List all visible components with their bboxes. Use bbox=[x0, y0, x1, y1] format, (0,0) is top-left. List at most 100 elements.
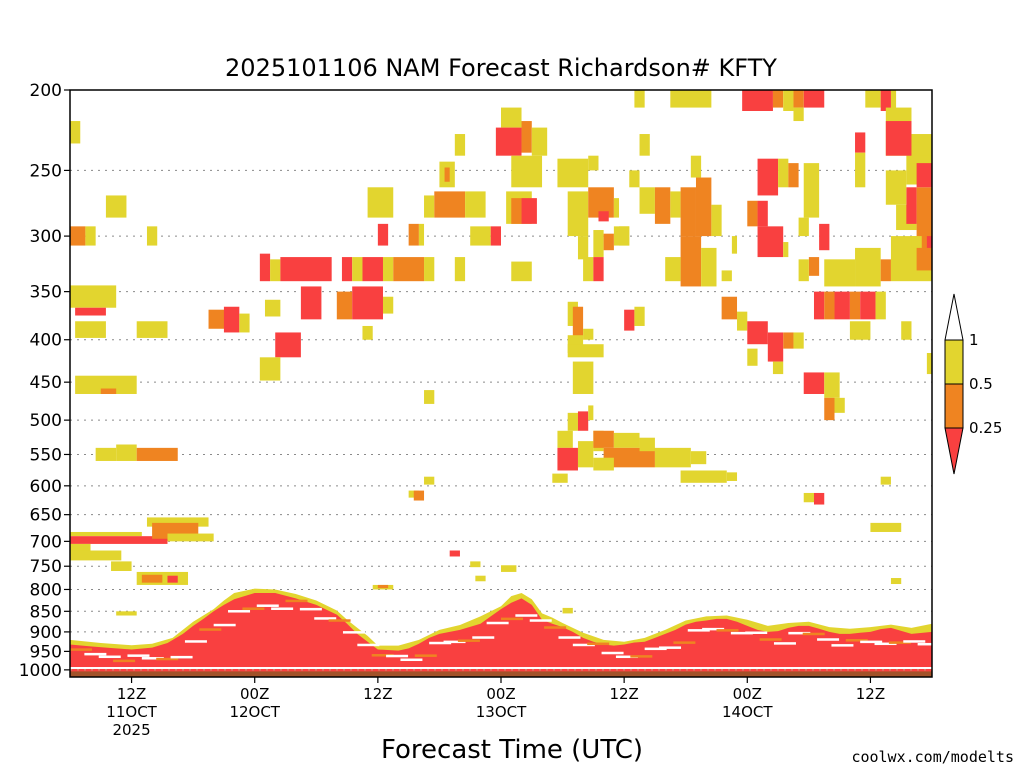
legend-label-2: 0.25 bbox=[969, 419, 1002, 437]
ri-cell-110 bbox=[757, 226, 784, 258]
ri-cell-46 bbox=[424, 390, 435, 404]
ri-cell-134 bbox=[855, 247, 881, 287]
ri-cell-122 bbox=[772, 361, 784, 375]
ri-cell-191 bbox=[501, 565, 517, 572]
ri-cell-154 bbox=[926, 352, 932, 375]
ri-cell-66 bbox=[490, 226, 501, 246]
ri-cell-131 bbox=[860, 291, 876, 320]
credit-text: coolwx.com/modelts bbox=[851, 748, 1014, 766]
ri-cell-77 bbox=[603, 233, 614, 251]
low-level-streak-51 bbox=[802, 632, 825, 636]
ri-cell-127 bbox=[813, 291, 825, 320]
x-tick-label-30-0: 12Z bbox=[363, 685, 392, 703]
ri-cell-48 bbox=[377, 223, 389, 246]
ri-cell-185 bbox=[813, 492, 825, 505]
ri-cell-0 bbox=[70, 121, 81, 144]
x-tick-label-6-0: 12Z bbox=[117, 685, 146, 703]
ri-cell-150 bbox=[855, 152, 866, 188]
low-level-streak-12 bbox=[242, 607, 265, 610]
low-level-streak-2 bbox=[98, 655, 121, 659]
ri-cell-10 bbox=[100, 388, 117, 394]
ri-cell-181 bbox=[424, 476, 435, 485]
ri-cell-81 bbox=[634, 90, 645, 108]
ri-cell-32 bbox=[300, 286, 322, 320]
ri-cell-178 bbox=[552, 473, 568, 483]
ri-cell-14 bbox=[70, 531, 142, 537]
y-tick-label-300: 300 bbox=[30, 227, 62, 247]
low-level-streak-48 bbox=[759, 638, 782, 641]
ri-cell-4 bbox=[146, 226, 158, 246]
ri-cell-51 bbox=[424, 195, 435, 218]
ri-cell-88 bbox=[680, 236, 702, 287]
low-level-streak-45 bbox=[716, 629, 739, 632]
ri-cell-123 bbox=[803, 372, 825, 394]
ri-cell-184 bbox=[803, 492, 814, 503]
ri-cell-103 bbox=[793, 107, 804, 122]
ri-cell-19 bbox=[167, 533, 214, 542]
boundary-layer-band bbox=[70, 588, 932, 674]
ri-cell-153 bbox=[901, 321, 912, 340]
low-level-streak-38 bbox=[615, 655, 638, 659]
ri-cell-124 bbox=[824, 372, 840, 398]
low-level-streak-9 bbox=[199, 628, 222, 631]
ri-cell-105 bbox=[778, 158, 789, 188]
ri-cell-148 bbox=[911, 134, 932, 156]
ri-cell-79 bbox=[593, 257, 604, 282]
ri-cell-179 bbox=[680, 470, 727, 483]
ri-cell-174 bbox=[639, 437, 655, 452]
ri-cell-90 bbox=[695, 177, 712, 237]
ri-cell-140 bbox=[885, 170, 907, 205]
low-level-streak-4 bbox=[127, 654, 150, 657]
ri-cell-144 bbox=[880, 90, 891, 111]
ri-cell-106 bbox=[788, 163, 799, 188]
ri-cell-63 bbox=[511, 198, 522, 224]
ri-cell-171 bbox=[593, 430, 614, 448]
ri-cell-53 bbox=[465, 191, 486, 218]
legend-label-0: 1 bbox=[969, 331, 979, 349]
low-level-streak-20 bbox=[357, 643, 380, 647]
y-tick-label-200: 200 bbox=[30, 81, 62, 101]
legend-swatch-orange bbox=[944, 383, 964, 429]
y-tick-label-950: 950 bbox=[30, 642, 62, 662]
ri-cell-15 bbox=[70, 536, 168, 544]
low-level-streak-58 bbox=[903, 640, 926, 643]
low-level-streak-6 bbox=[156, 657, 179, 661]
ri-cell-67 bbox=[511, 261, 532, 282]
low-level-streak-43 bbox=[687, 629, 710, 632]
ri-cell-86 bbox=[670, 191, 681, 218]
ri-cell-78 bbox=[583, 257, 594, 282]
ground-layer bbox=[70, 669, 932, 677]
ri-cell-9 bbox=[75, 375, 137, 394]
legend-swatch-yellow bbox=[944, 339, 964, 385]
ri-cell-157 bbox=[572, 306, 584, 340]
y-tick-label-250: 250 bbox=[30, 161, 62, 181]
low-level-streak-41 bbox=[659, 646, 682, 649]
ri-cell-27 bbox=[239, 313, 250, 333]
low-level-streak-23 bbox=[400, 658, 423, 662]
ri-cell-196 bbox=[562, 607, 573, 614]
ri-cell-187 bbox=[870, 522, 902, 532]
x-tick-label-6-1: 11OCT bbox=[106, 703, 157, 721]
low-level-streak-26 bbox=[443, 640, 466, 644]
ri-cell-130 bbox=[849, 291, 861, 320]
ri-cell-107 bbox=[803, 163, 820, 218]
ri-cell-50 bbox=[418, 223, 425, 246]
ri-cell-29 bbox=[270, 259, 281, 282]
low-level-streak-57 bbox=[888, 641, 911, 644]
y-tick-label-900: 900 bbox=[30, 623, 62, 643]
x-tick-label-18-1: 12OCT bbox=[229, 703, 280, 721]
ri-cell-101 bbox=[803, 90, 825, 108]
ri-cell-43 bbox=[352, 286, 383, 320]
y-tick-label-850: 850 bbox=[30, 602, 62, 622]
x-tick-label-54-0: 12Z bbox=[609, 685, 638, 703]
ri-cell-180 bbox=[726, 472, 738, 481]
ri-cell-30 bbox=[280, 257, 332, 282]
y-tick-label-450: 450 bbox=[30, 373, 62, 393]
x-tick-label-42-0: 00Z bbox=[486, 685, 515, 703]
ri-cell-61 bbox=[511, 155, 543, 188]
low-level-streak-0 bbox=[70, 648, 92, 651]
ri-cell-24 bbox=[167, 575, 178, 583]
low-level-streak-29 bbox=[486, 621, 509, 625]
low-level-streak-13 bbox=[256, 604, 279, 607]
ri-cell-168 bbox=[557, 447, 578, 471]
